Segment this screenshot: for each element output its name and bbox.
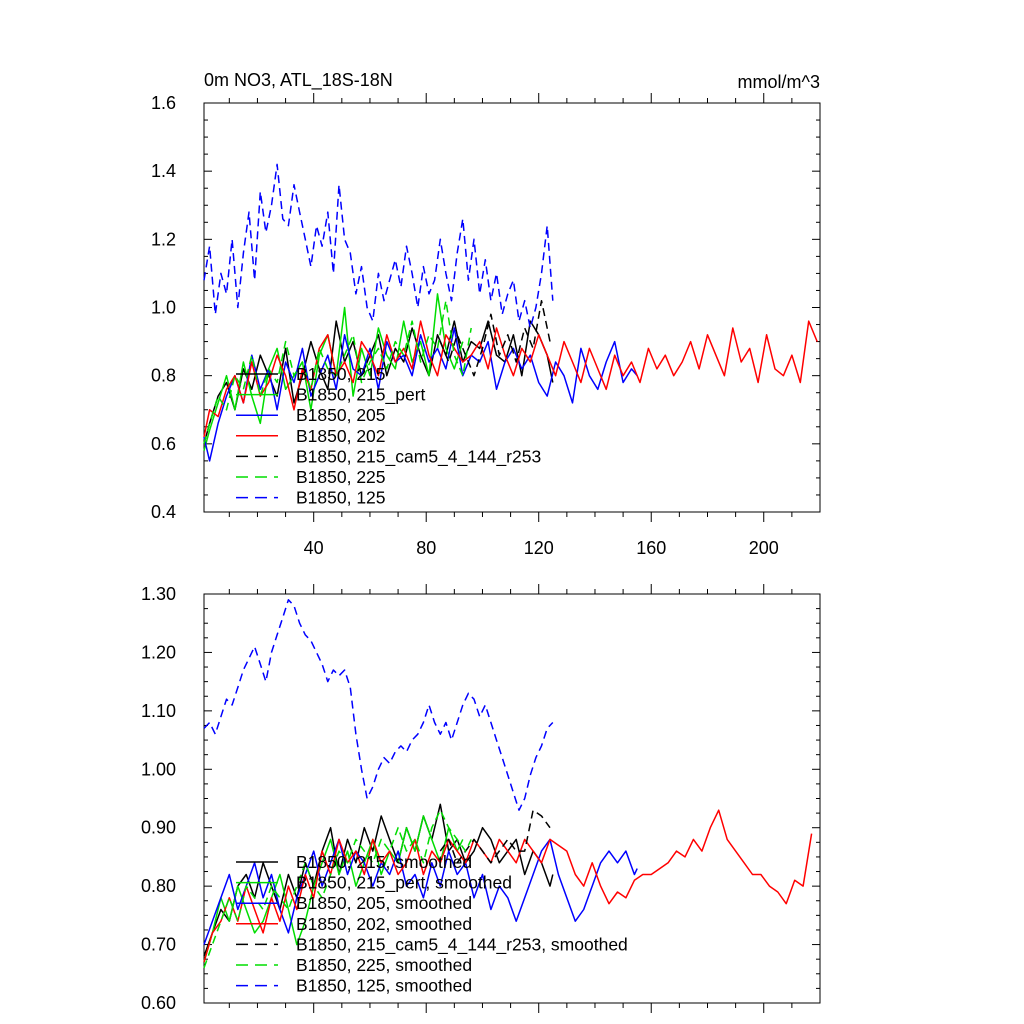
series-line	[203, 299, 472, 444]
y-tick-label: 0.8	[151, 366, 176, 386]
series-line	[203, 320, 554, 444]
legend-label: B1850, 215_pert, smoothed	[296, 873, 512, 894]
y-tick-label: 0.70	[141, 935, 176, 955]
y-tick-label: 1.6	[151, 93, 176, 113]
legend-label: B1850, 225	[296, 467, 386, 487]
legend-label: B1850, 215, smoothed	[296, 852, 472, 872]
legend-label: B1850, 215_pert	[296, 385, 426, 406]
y-tick-label: 0.80	[141, 876, 176, 896]
x-tick-label: 40	[304, 538, 324, 558]
chart-units: mmol/m^3	[738, 72, 820, 92]
y-tick-label: 0.90	[141, 818, 176, 838]
y-tick-label: 1.0	[151, 298, 176, 318]
chart-title: 0m NO3, ATL_18S-18N	[204, 70, 393, 91]
legend-label: B1850, 202	[296, 426, 386, 446]
y-tick-label: 0.60	[141, 993, 176, 1013]
legend-label: B1850, 215_cam5_4_144_r253, smoothed	[296, 934, 628, 955]
series-line	[439, 809, 551, 864]
series-line	[203, 320, 818, 438]
legend-label: B1850, 125, smoothed	[296, 976, 472, 996]
legend-label: B1850, 202, smoothed	[296, 914, 472, 934]
x-tick-label: 200	[749, 538, 779, 558]
series-line	[203, 803, 554, 957]
legend-label: B1850, 225, smoothed	[296, 955, 472, 975]
legend-label: B1850, 125	[296, 488, 386, 508]
series-line	[203, 327, 638, 462]
top-panel: 0.4 0.6 0.8 1.0 1.2 1.4 1.6 40 80 120 160 200 B1850,…	[151, 93, 821, 558]
y-tick-label: 0.6	[151, 434, 176, 454]
x-tick-label: 80	[416, 538, 436, 558]
legend-label: B1850, 205	[296, 405, 386, 425]
series-line	[203, 163, 554, 329]
series-line	[203, 599, 554, 811]
y-tick-label: 1.00	[141, 759, 176, 779]
series-line	[203, 809, 472, 969]
series-line	[439, 299, 551, 377]
y-tick-label: 1.10	[141, 701, 176, 721]
x-tick-label: 120	[524, 538, 554, 558]
y-tick-label: 1.30	[141, 584, 176, 604]
y-tick-label: 0.4	[151, 502, 176, 522]
y-tick-label: 1.4	[151, 161, 176, 181]
bottom-panel: 0.60 0.70 0.80 0.90 1.00 1.10 1.20 1.30 B1850, 2…	[141, 584, 821, 1013]
series-line	[203, 838, 638, 945]
y-tick-label: 1.2	[151, 229, 176, 249]
legend-label: B1850, 215_cam5_4_144_r253	[296, 446, 541, 467]
series-line	[203, 809, 813, 963]
legend-label: B1850, 215	[296, 364, 386, 384]
legend-label: B1850, 205, smoothed	[296, 893, 472, 913]
y-tick-label: 1.20	[141, 642, 176, 662]
x-tick-label: 160	[636, 538, 666, 558]
